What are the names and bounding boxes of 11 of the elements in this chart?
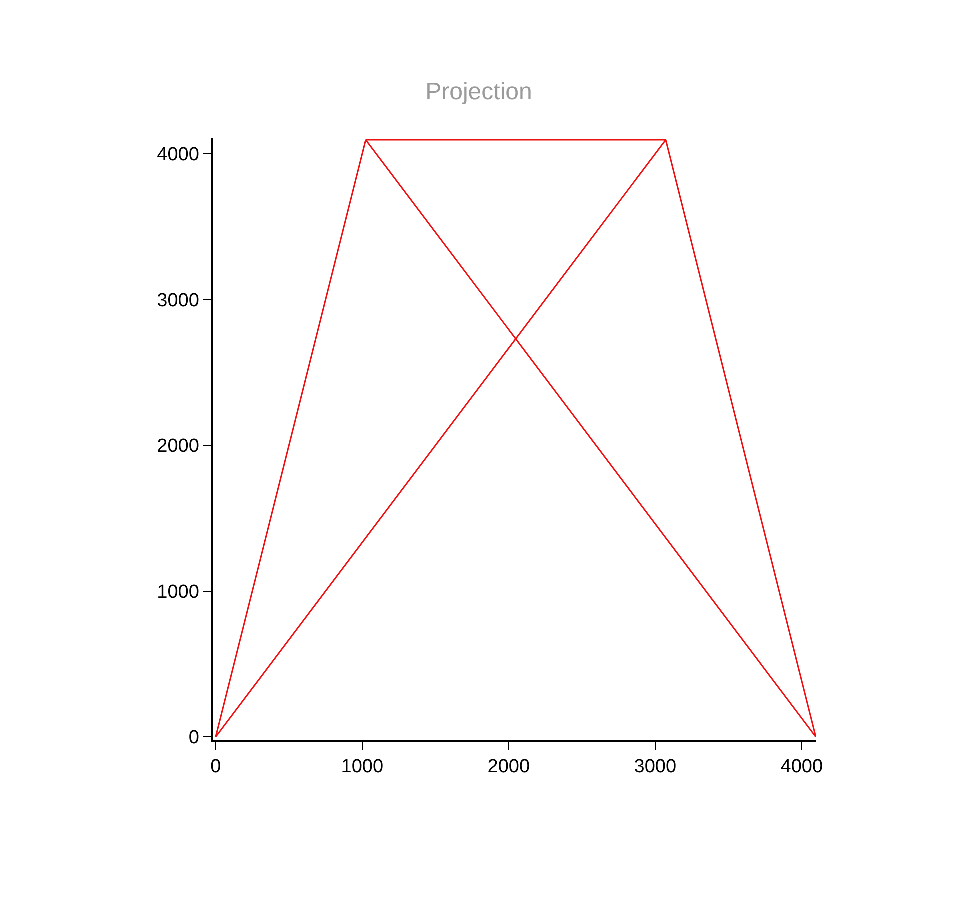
chart-title: Projection (426, 78, 532, 106)
y-tick-label: 4000 (157, 144, 200, 166)
x-tick-label: 1000 (341, 756, 384, 778)
y-tick-label: 0 (188, 728, 200, 749)
y-tick-label: 3000 (157, 290, 200, 312)
x-tick-label: 3000 (634, 756, 677, 778)
y-tick-label: 2000 (157, 436, 200, 458)
y-tick-label: 1000 (157, 582, 200, 603)
x-tick-label: 4000 (780, 756, 824, 778)
x-tick-label: 0 (210, 756, 222, 778)
x-tick-label: 2000 (488, 756, 530, 778)
